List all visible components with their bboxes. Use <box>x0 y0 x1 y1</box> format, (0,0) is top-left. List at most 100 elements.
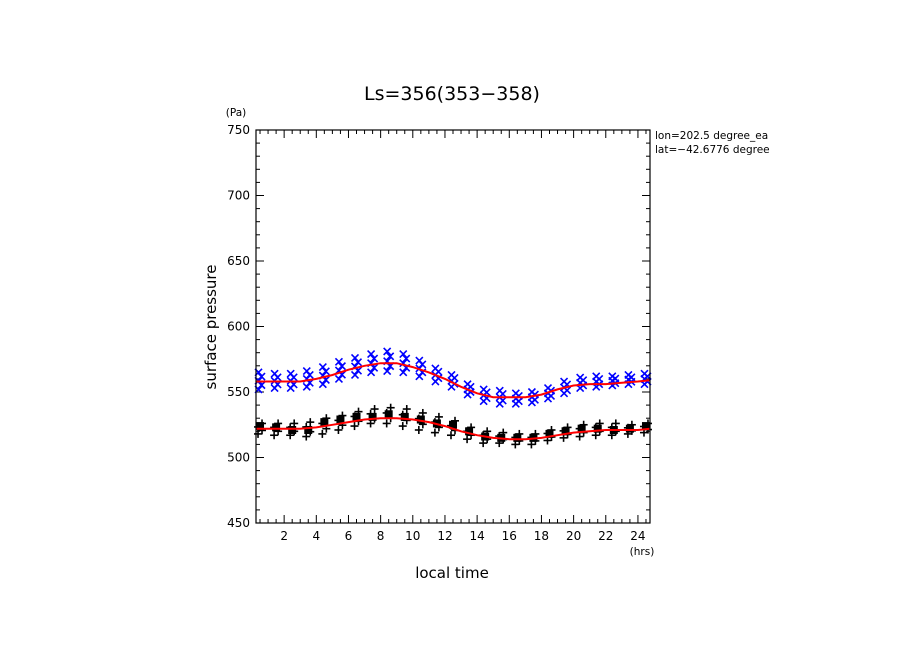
x-marker-point <box>495 386 504 395</box>
x-marker-stroke <box>367 349 376 359</box>
x-marker-point <box>321 367 330 376</box>
x-marker-point <box>624 370 633 380</box>
plus-marker-point <box>414 425 423 434</box>
mean-square-marker <box>593 424 602 433</box>
mean-square-marker <box>384 410 393 419</box>
x-marker-stroke <box>402 354 411 363</box>
mean-square-marker <box>320 418 329 427</box>
mean-square-marker <box>465 427 474 436</box>
plus-marker-point <box>430 428 439 437</box>
fit-line <box>256 362 651 399</box>
x-marker-point <box>334 357 343 366</box>
x-marker-point <box>318 363 327 372</box>
x-marker-stroke <box>560 377 569 386</box>
x-marker-stroke <box>399 368 408 377</box>
mean-square-marker <box>256 422 265 431</box>
x-marker-stroke <box>479 385 488 394</box>
mean-square-marker <box>400 412 409 421</box>
x-axis-label: local time <box>415 564 489 582</box>
x-marker-point <box>350 370 360 380</box>
plus-marker-point <box>398 422 407 431</box>
y-axis-label: surface pressure <box>202 265 220 390</box>
longitude-annotation: lon=202.5 degree_ea <box>655 130 768 142</box>
plus-marker-point <box>306 418 315 427</box>
chart-title: Ls=356(353−358) <box>364 83 540 105</box>
mean-square-marker <box>449 420 457 429</box>
x-marker-stroke <box>321 367 330 376</box>
x-marker-point <box>353 358 363 367</box>
x-marker-point <box>337 362 346 371</box>
x-marker-point <box>608 372 617 381</box>
x-marker-point <box>257 381 266 390</box>
x-marker-stroke <box>495 386 504 395</box>
x-marker-point <box>334 374 343 383</box>
x-tick-label: 16 <box>502 529 517 543</box>
x-marker-point <box>399 368 408 377</box>
x-marker-point <box>479 385 488 394</box>
x-marker-stroke <box>543 384 553 393</box>
x-marker-point <box>399 349 408 359</box>
x-tick-label: 14 <box>469 529 484 543</box>
y-tick-label: 750 <box>227 123 250 137</box>
x-marker-point <box>640 369 649 378</box>
mean-square-marker <box>352 412 361 421</box>
x-marker-point <box>592 372 601 381</box>
x-marker-point <box>318 380 327 389</box>
x-marker-stroke <box>318 363 327 372</box>
x-tick-label: 4 <box>312 529 320 543</box>
x-marker-stroke <box>370 354 379 363</box>
x-marker-stroke <box>334 357 343 366</box>
plot-frame <box>255 129 651 524</box>
x-marker-stroke <box>608 372 617 381</box>
mean-square-marker <box>545 429 554 438</box>
x-marker-stroke <box>576 373 585 382</box>
plus-marker-point <box>254 429 263 438</box>
x-marker-stroke <box>431 364 440 373</box>
x-marker-stroke <box>592 372 601 381</box>
x-marker-point <box>511 389 520 398</box>
mean-square-marker <box>272 423 281 432</box>
plus-marker-point <box>402 405 411 414</box>
x-marker-stroke <box>257 381 266 390</box>
x-tick-label: 18 <box>534 529 549 543</box>
y-tick-label: 650 <box>227 254 250 268</box>
x-tick-label: 22 <box>598 529 613 543</box>
x-marker-stroke <box>353 366 363 375</box>
x-tick-label: 2 <box>280 529 288 543</box>
plus-marker-point <box>463 435 472 444</box>
x-marker-stroke <box>386 352 395 361</box>
y-tick-label: 600 <box>227 320 250 334</box>
fit-line <box>256 417 651 441</box>
x-marker-point <box>463 380 472 389</box>
x-marker-stroke <box>286 369 295 378</box>
x-marker-stroke <box>624 370 633 380</box>
mean-square-marker <box>577 424 586 433</box>
x-marker-stroke <box>350 370 360 380</box>
x-marker-point <box>270 369 279 378</box>
x-marker-point <box>367 349 376 359</box>
plus-marker-point <box>370 405 379 414</box>
plus-marker-point <box>350 422 359 431</box>
data-layer <box>254 347 652 449</box>
mean-square-marker <box>336 415 345 424</box>
plus-marker-point <box>575 432 584 441</box>
x-tick-label: 20 <box>566 529 581 543</box>
x-marker-point <box>576 373 585 382</box>
plus-marker-point <box>318 429 327 438</box>
mean-square-marker <box>625 424 634 433</box>
x-tick-label: 6 <box>345 529 353 543</box>
x-marker-stroke <box>318 380 327 389</box>
x-marker-point <box>370 354 379 363</box>
mean-square-marker <box>304 425 313 434</box>
plus-marker-point <box>382 419 391 428</box>
x-tick-label: 10 <box>405 529 420 543</box>
plus-marker-point <box>270 431 279 440</box>
x-marker-stroke <box>383 366 392 376</box>
x-unit-label: (hrs) <box>630 546 655 558</box>
x-marker-point <box>560 377 569 386</box>
latitude-annotation: lat=−42.6776 degree <box>655 144 770 156</box>
x-marker-stroke <box>511 389 520 398</box>
x-marker-stroke <box>399 349 408 359</box>
